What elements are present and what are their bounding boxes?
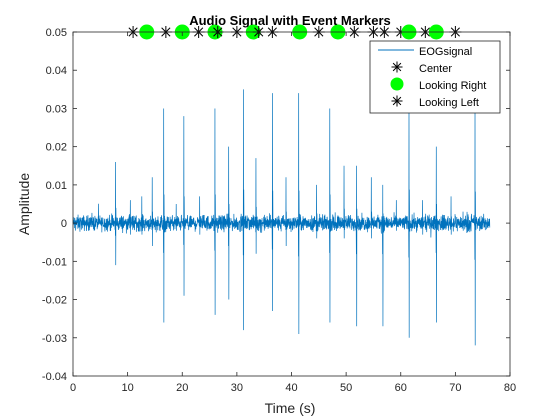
signal-layer (72, 89, 491, 346)
x-tick-label: 70 (449, 382, 461, 394)
tick-layer: 0 10 20 30 40 50 60 70 80 -0.04 -0.03 -0.02 -0.01 0 0.… (42, 27, 516, 394)
y-tick-label: -0.02 (42, 295, 67, 307)
x-tick-label: 40 (285, 382, 297, 394)
legend-label-signal: EOGsignal (419, 46, 472, 58)
legend-symbol-looking-left (391, 95, 403, 107)
x-tick-label: 80 (504, 382, 516, 394)
y-tick-label: 0.02 (46, 142, 67, 154)
legend-symbol-looking-right (390, 77, 404, 91)
y-tick-label: 0 (61, 218, 67, 230)
y-tick-label: 0.04 (46, 65, 67, 77)
y-tick-label: -0.03 (42, 333, 67, 345)
x-tick-label: 10 (122, 382, 134, 394)
legend: EOGsignal Center Looking Right Looking L… (369, 40, 501, 114)
x-tick-label: 0 (70, 382, 76, 394)
x-tick-label: 30 (231, 382, 243, 394)
legend-symbol-center (391, 61, 403, 73)
y-tick-label: 0.05 (46, 27, 67, 39)
y-tick-label: -0.04 (42, 371, 67, 383)
legend-label-center: Center (419, 63, 452, 75)
chart-title: Audio Signal with Event Markers (189, 13, 391, 28)
x-tick-label: 60 (395, 382, 407, 394)
y-axis-label: Amplitude (16, 173, 32, 235)
legend-symbols (378, 49, 414, 107)
y-tick-label: 0.01 (46, 180, 67, 192)
x-tick-label: 20 (176, 382, 188, 394)
y-tick-label: 0.03 (46, 103, 67, 115)
x-tick-label: 50 (340, 382, 352, 394)
legend-label-looking-right: Looking Right (419, 80, 486, 92)
signal-line (72, 89, 491, 346)
x-axis-label: Time (s) (265, 400, 316, 416)
y-tick-label: -0.01 (42, 256, 67, 268)
legend-label-looking-left: Looking Left (419, 97, 479, 109)
